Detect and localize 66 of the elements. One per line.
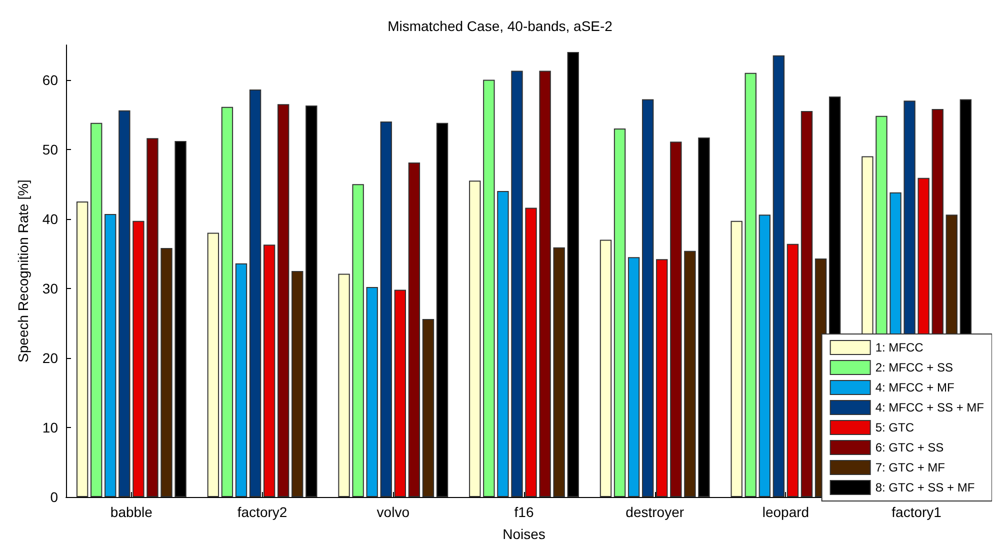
bar: [539, 70, 551, 497]
bar: [338, 274, 350, 497]
bar: [422, 318, 434, 497]
bar: [380, 121, 392, 497]
bar: [656, 259, 668, 497]
bar: [90, 122, 102, 497]
bar: [263, 244, 276, 497]
legend-label: 7: GTC + MF: [875, 460, 945, 474]
chart-title: Mismatched Case, 40-bands, aSE-2: [388, 18, 613, 34]
legend-label: 8: GTC + SS + MF: [875, 480, 975, 494]
bar: [511, 70, 523, 497]
bar: [758, 214, 771, 497]
bar: [642, 99, 654, 497]
x-tick-label: factory1: [892, 504, 942, 520]
y-tick-label: 0: [50, 489, 58, 505]
bar: [469, 180, 481, 497]
bar: [221, 106, 234, 497]
bar: [277, 104, 290, 497]
bar: [772, 55, 785, 497]
bar: [249, 90, 262, 497]
x-tick-label: volvo: [376, 504, 410, 520]
bar: [235, 263, 248, 497]
y-tick-label: 60: [42, 72, 58, 88]
bar: [483, 80, 495, 497]
y-tick-label: 40: [42, 210, 58, 227]
x-tick-label: factory2: [237, 504, 288, 520]
bar: [730, 220, 742, 497]
y-tick-label: 30: [42, 280, 58, 296]
x-tick-label: destroyer: [626, 504, 684, 520]
bar: [408, 162, 420, 497]
y-axis-title: Speech Recognition Rate [%]: [15, 180, 31, 362]
x-tick-label: f16: [514, 504, 534, 520]
x-axis-title: Noises: [502, 526, 546, 542]
legend-label: 4: MFCC + SS + MF: [875, 400, 984, 414]
bar: [366, 286, 378, 497]
bar: [786, 244, 799, 497]
bar: [146, 138, 158, 497]
bar: [525, 208, 537, 497]
legend-label: 1: MFCC: [875, 340, 924, 354]
legend-label: 4: MFCC + MF: [875, 380, 954, 394]
legend-label: 6: GTC + SS: [875, 440, 944, 454]
x-tick-label: leopard: [762, 504, 810, 520]
bar: [132, 220, 144, 497]
bar: [352, 184, 364, 497]
bar: [76, 201, 88, 497]
bar: [497, 191, 509, 497]
y-tick-label: 10: [42, 419, 58, 436]
bar: [118, 110, 130, 497]
bar: [394, 290, 406, 497]
bar: [553, 247, 565, 497]
bar: [684, 250, 696, 497]
bar: [744, 72, 756, 497]
legend-label: 2: MFCC + SS: [875, 360, 953, 374]
bar: [614, 128, 626, 497]
bar: [800, 111, 813, 497]
bar: [104, 214, 116, 497]
x-tick-label: babble: [110, 504, 153, 520]
y-tick-label: 50: [42, 141, 58, 158]
bar: [160, 248, 172, 497]
bar: [207, 232, 220, 497]
legend-label: 5: GTC: [875, 420, 914, 434]
bar: [670, 142, 682, 497]
bar: [600, 240, 612, 497]
y-tick-label: 20: [42, 350, 58, 366]
bar: [292, 271, 304, 497]
bar: [628, 257, 640, 497]
